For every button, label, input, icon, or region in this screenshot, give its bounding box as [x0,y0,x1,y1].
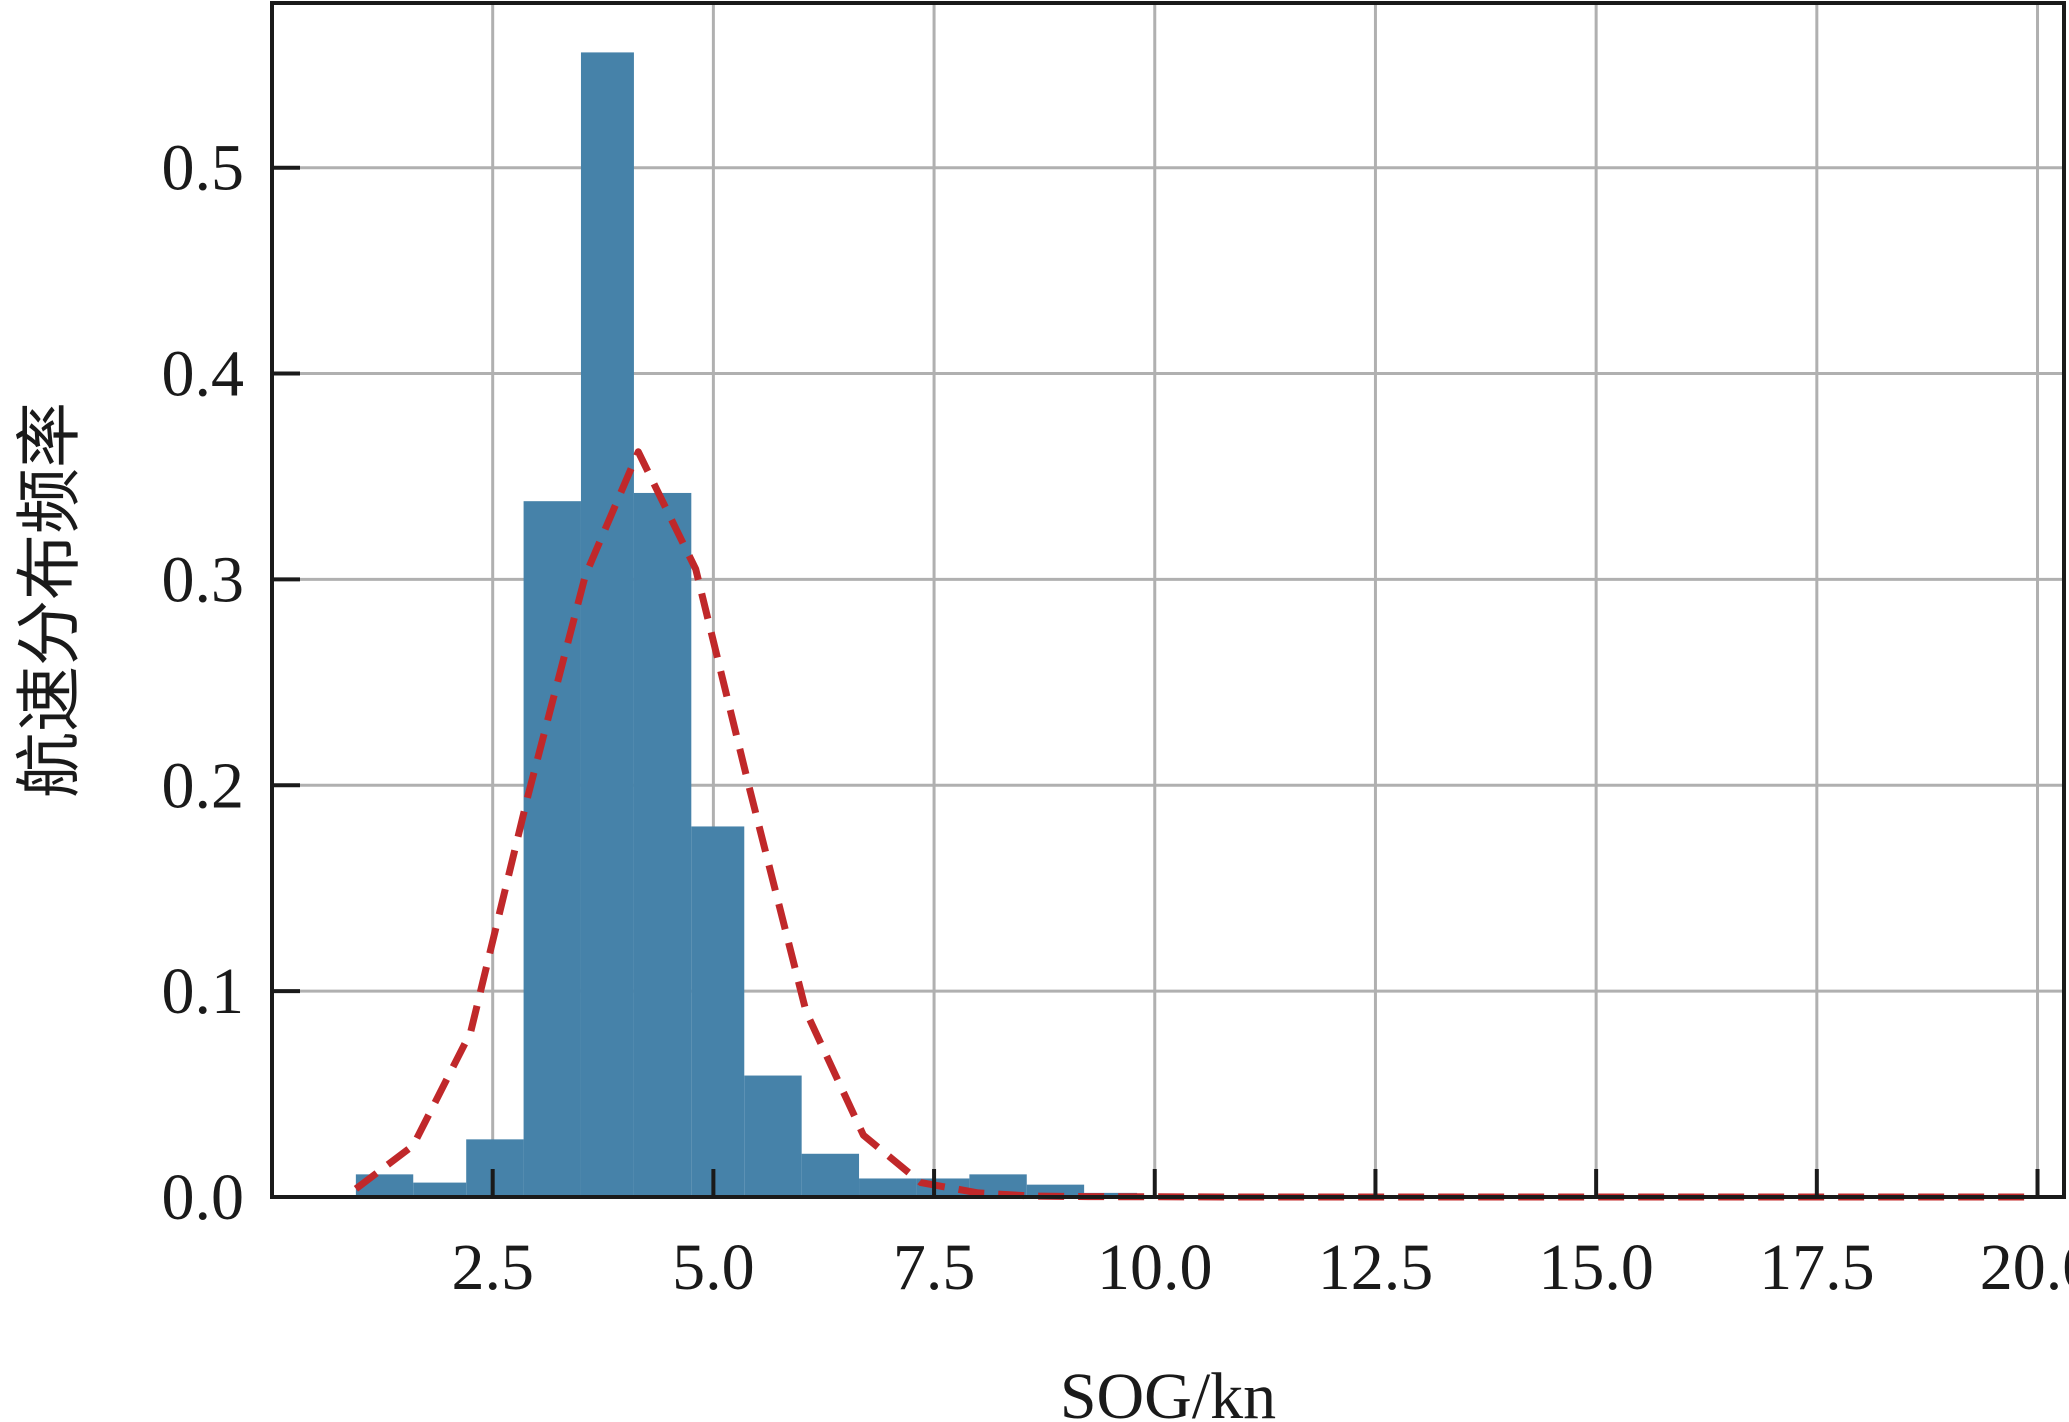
x-tick-label-4: 12.5 [1318,1231,1434,1304]
x-tick-labels: 2.5 5.0 7.5 10.0 12.5 15.0 17.5 20.0 [451,1231,2069,1304]
x-tick-label-0: 2.5 [451,1231,534,1304]
histogram-bar-5 [633,492,692,1197]
x-tick-label-2: 7.5 [893,1231,976,1304]
histogram-bar-4 [580,52,634,1198]
histogram-bars [355,52,1138,1198]
y-tick-label-0: 0.0 [162,1161,245,1234]
y-axis-title: 航速分布频率 [14,402,87,798]
histogram-bar-3 [523,501,581,1197]
histogram-bar-7 [744,1075,802,1197]
histogram-bar-8 [801,1153,860,1197]
y-tick-labels: 0.0 0.1 0.2 0.3 0.4 0.5 [162,132,245,1234]
y-tick-label-3: 0.3 [162,543,245,616]
histogram-bar-6 [691,826,745,1197]
tick-marks [272,165,2040,1199]
x-tick-label-3: 10.0 [1097,1231,1213,1304]
y-tick-label-2: 0.2 [162,749,245,822]
histogram-bar-2 [466,1139,524,1197]
y-tick-label-4: 0.4 [162,338,245,411]
plot-frame [270,1,2066,1199]
histogram-bar-1 [413,1182,467,1197]
x-tick-label-7: 20.0 [1980,1231,2069,1304]
histogram-bar-13 [1084,1192,1138,1197]
x-tick-label-6: 17.5 [1759,1231,1875,1304]
histogram-bar-9 [859,1178,917,1197]
x-axis-title: SOG/kn [1060,1360,1276,1422]
y-tick-label-1: 0.1 [162,955,245,1028]
x-tick-label-1: 5.0 [672,1231,755,1304]
x-tick-label-5: 15.0 [1538,1231,1654,1304]
y-tick-label-5: 0.5 [162,132,245,205]
